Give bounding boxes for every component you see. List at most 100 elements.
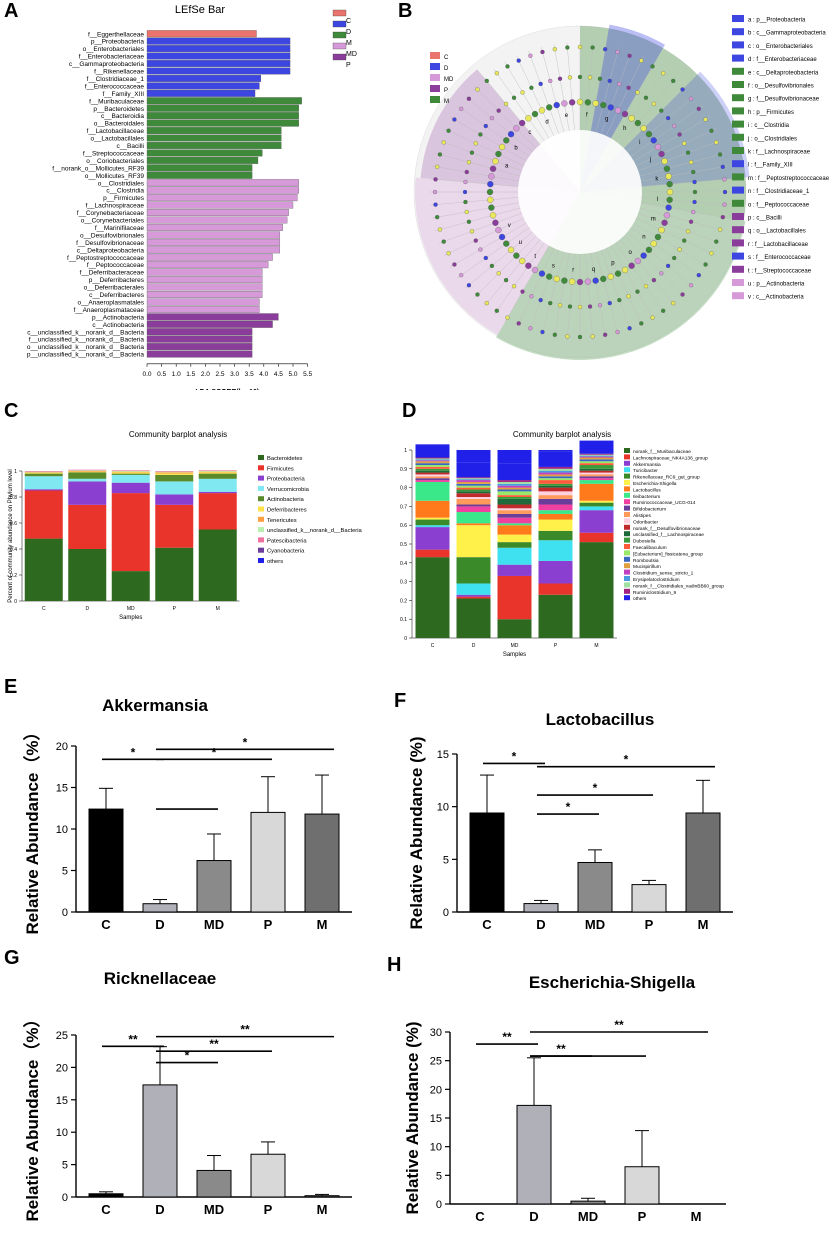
clade-node bbox=[487, 196, 494, 203]
bar-chart-bar bbox=[523, 903, 559, 913]
clade-legend-label: P bbox=[444, 88, 448, 94]
clade-node bbox=[691, 169, 696, 175]
clade-key-swatch bbox=[732, 54, 744, 62]
lefse-bar-label: o__Anaeroplasmatales bbox=[78, 299, 145, 306]
clade-branch bbox=[595, 251, 620, 337]
clade-node bbox=[682, 141, 687, 146]
clade-node bbox=[498, 143, 506, 151]
barplot-segment bbox=[497, 564, 532, 576]
lefse-bar bbox=[146, 112, 299, 120]
bar-chart-bar bbox=[250, 811, 286, 913]
clade-node bbox=[645, 130, 653, 138]
clade-node-letter: l bbox=[657, 197, 658, 203]
clade-node bbox=[635, 289, 640, 294]
bar-chart-y-tick-label: 15 bbox=[437, 749, 449, 761]
barplot-x-axis-label: Samples bbox=[503, 652, 526, 658]
clade-branch bbox=[601, 250, 632, 334]
barplot-segment bbox=[415, 461, 450, 464]
clade-node bbox=[688, 219, 694, 224]
bar-chart-y-tick-label: 10 bbox=[56, 824, 68, 836]
barplot-segment bbox=[456, 497, 491, 499]
clade-key-label: q : o__Lactobacillales bbox=[748, 229, 806, 235]
lefse-bar-label: f__Marinifilaceae bbox=[95, 225, 145, 232]
clade-node bbox=[665, 204, 672, 211]
clade-node bbox=[663, 165, 671, 172]
lefse-x-tick-label: 3.5 bbox=[245, 371, 254, 378]
lefse-bar bbox=[146, 149, 263, 157]
clade-branch bbox=[566, 42, 575, 131]
clade-branch bbox=[641, 197, 730, 206]
clade-node bbox=[473, 141, 478, 146]
clade-branch bbox=[641, 178, 730, 187]
clade-node bbox=[528, 326, 533, 331]
barplot-legend-label: Erysipelatoclostridium bbox=[633, 577, 680, 583]
clade-node bbox=[577, 304, 583, 310]
lefse-bar bbox=[146, 104, 299, 112]
clade-node bbox=[540, 49, 545, 55]
clade-node bbox=[714, 239, 719, 244]
lefse-bar bbox=[146, 97, 302, 105]
lefse-x-tick-label: 3.0 bbox=[230, 371, 239, 378]
bar-chart-x-tick-label: P bbox=[645, 917, 654, 932]
barplot-segment-rest bbox=[497, 450, 532, 464]
lefse-x-tick-label: 5.5 bbox=[303, 371, 312, 378]
barplot-segment bbox=[111, 473, 150, 475]
clade-branch bbox=[606, 55, 644, 136]
barplot-segment bbox=[579, 470, 614, 473]
lactobacillus-chart: Lactobacillus 0 5 10 15 C D MD P M * * * * Relative Ab… bbox=[407, 710, 733, 932]
clade-inner bbox=[518, 130, 642, 254]
bar-chart-x-tick-label: MD bbox=[585, 917, 605, 932]
barplot-segment bbox=[68, 504, 107, 549]
clade-branch bbox=[585, 253, 594, 342]
lefse-bar bbox=[146, 290, 263, 298]
barplot-segment bbox=[456, 478, 491, 480]
clade-node bbox=[511, 284, 517, 289]
lefse-cladogram: a b c d e f g h i j k l m n o p q r s t u v CD MD PMa : p__Prote… bbox=[413, 15, 830, 360]
barplot-legend-swatch bbox=[258, 558, 264, 563]
barplot-segment bbox=[415, 476, 450, 479]
panel-label-g: G bbox=[4, 947, 20, 969]
clade-branch bbox=[639, 207, 725, 232]
clade-node bbox=[483, 255, 488, 261]
clade-node bbox=[435, 164, 440, 169]
bar-chart-x-tick-label: M bbox=[691, 1209, 702, 1224]
clade-node bbox=[552, 47, 557, 52]
barplot-segment bbox=[538, 480, 573, 484]
barplot-segment bbox=[538, 470, 573, 473]
lefse-bar bbox=[146, 305, 260, 313]
clade-node bbox=[518, 257, 526, 265]
lefse-bar-label: p__Deferribacteres bbox=[89, 277, 145, 284]
barplot-segment bbox=[579, 440, 614, 454]
clade-node bbox=[703, 117, 708, 122]
clade-node bbox=[478, 247, 483, 252]
lefse-legend-label: P bbox=[346, 62, 351, 69]
barplot-segment bbox=[456, 506, 491, 513]
clade-node bbox=[567, 304, 573, 309]
clade-legend-label: D bbox=[444, 66, 449, 72]
clade-key-swatch bbox=[732, 41, 744, 49]
barplot-segment bbox=[111, 471, 150, 473]
bar-chart-x-tick-label: D bbox=[155, 1202, 164, 1217]
bar-chart-bar bbox=[631, 884, 667, 913]
lefse-bar-label: c__Clostridia bbox=[106, 188, 144, 195]
clade-node bbox=[437, 152, 443, 157]
lefse-bar-label: f__Clostridiaceae_1 bbox=[87, 76, 145, 83]
clade-node bbox=[466, 219, 472, 224]
bar-chart-y-tick-label: 10 bbox=[430, 1142, 442, 1154]
bar-chart-y-tick-label: 5 bbox=[62, 866, 68, 878]
clade-node-letter: n bbox=[642, 235, 645, 241]
lefse-bar bbox=[146, 37, 291, 45]
barplot-segment-rest bbox=[456, 450, 491, 463]
clade-node bbox=[489, 212, 497, 219]
lefse-bar-label: f__Enterococcaceae bbox=[85, 83, 145, 90]
clade-key-swatch bbox=[732, 186, 744, 194]
clade-node bbox=[717, 152, 723, 157]
barplot-legend-swatch bbox=[624, 473, 630, 479]
clade-key-label: j : o__Clostridiales bbox=[747, 136, 797, 142]
clade-node bbox=[643, 95, 649, 100]
bar-chart-significance-label: * bbox=[593, 781, 598, 795]
clade-node bbox=[626, 85, 631, 90]
barplot-legend-label: Lachnospiraceae_NK4A136_group bbox=[633, 455, 708, 461]
barplot-segment bbox=[456, 480, 491, 482]
clade-node bbox=[529, 294, 534, 299]
